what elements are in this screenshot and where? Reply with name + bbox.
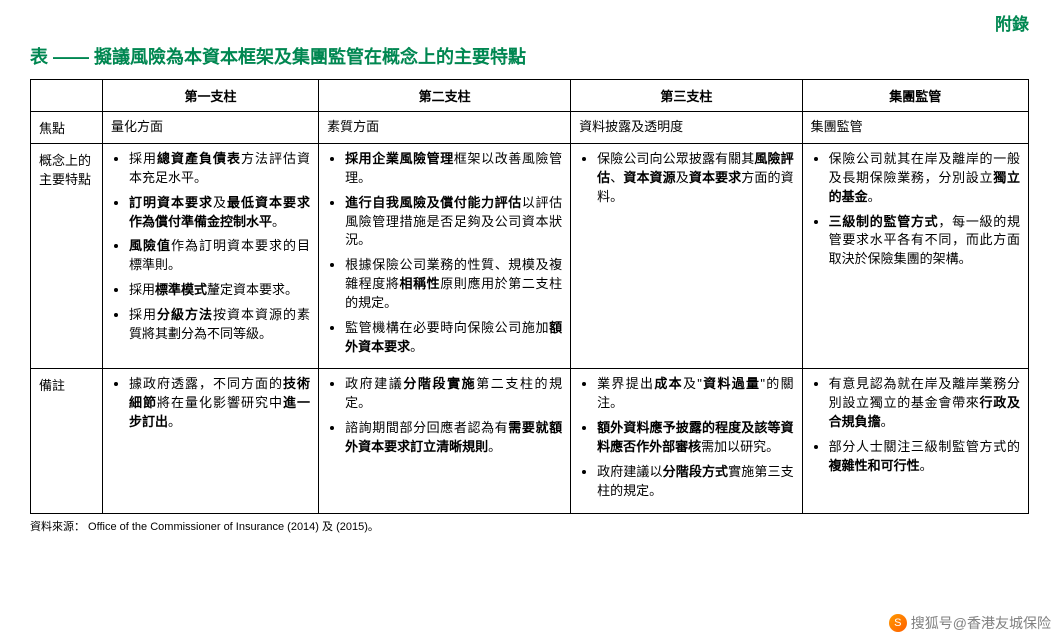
focus-c4: 集團監管: [802, 112, 1028, 144]
focus-c2: 素質方面: [319, 112, 571, 144]
list-item: 部分人士關注三級制監管方式的複雜性和可行性。: [829, 438, 1020, 476]
sohu-icon: S: [889, 614, 907, 632]
notes-c2: 政府建議分階段實施第二支柱的規定。諮詢期間部分回應者認為有需要就額外資本要求訂立…: [319, 369, 571, 513]
concept-row: 概念上的主要特點 採用總資產負債表方法評估資本充足水平。訂明資本要求及最低資本要…: [31, 144, 1029, 369]
notes-row: 備註 據政府透露，不同方面的技術細節將在量化影響研究中進一步訂出。 政府建議分階…: [31, 369, 1029, 513]
concept-c4: 保險公司就其在岸及離岸的一般及長期保險業務，分別設立獨立的基金。三級制的監管方式…: [802, 144, 1028, 369]
list-item: 保險公司就其在岸及離岸的一般及長期保險業務，分別設立獨立的基金。: [829, 150, 1020, 207]
notes-c3: 業界提出成本及"資料過量"的關注。額外資料應予披露的程度及該等資料應否作外部審核…: [571, 369, 802, 513]
concept-c1: 採用總資產負債表方法評估資本充足水平。訂明資本要求及最低資本要求作為償付準備金控…: [103, 144, 319, 369]
list-item: 根據保險公司業務的性質、規模及複雜程度將相稱性原則應用於第二支柱的規定。: [345, 256, 562, 313]
header-col1: 第一支柱: [103, 80, 319, 112]
page-title: 表 —— 擬議風險為本資本框架及集團監管在概念上的主要特點: [30, 43, 1029, 69]
list-item: 政府建議以分階段方式實施第三支柱的規定。: [597, 463, 793, 501]
list-item: 進行自我風險及償付能力評估以評估風險管理措施是否足夠及公司資本狀況。: [345, 194, 562, 251]
list-item: 政府建議分階段實施第二支柱的規定。: [345, 375, 562, 413]
list-item: 採用分級方法按資本資源的素質將其劃分為不同等級。: [129, 306, 310, 344]
notes-c4: 有意見認為就在岸及離岸業務分別設立獨立的基金會帶來行政及合規負擔。部分人士關注三…: [802, 369, 1028, 513]
header-col4: 集團監管: [802, 80, 1028, 112]
main-table: 第一支柱 第二支柱 第三支柱 集團監管 焦點 量化方面 素質方面 資料披露及透明…: [30, 79, 1029, 514]
list-item: 採用標準模式釐定資本要求。: [129, 281, 310, 300]
list-item: 監管機構在必要時向保險公司施加額外資本要求。: [345, 319, 562, 357]
list-item: 採用企業風險管理框架以改善風險管理。: [345, 150, 562, 188]
focus-c1: 量化方面: [103, 112, 319, 144]
header-row: 第一支柱 第二支柱 第三支柱 集團監管: [31, 80, 1029, 112]
list-item: 據政府透露，不同方面的技術細節將在量化影響研究中進一步訂出。: [129, 375, 310, 432]
list-item: 三級制的監管方式，每一級的規管要求水平各有不同，而此方面取決於保險集團的架構。: [829, 213, 1020, 270]
list-item: 風險值作為訂明資本要求的目標準則。: [129, 237, 310, 275]
focus-label: 焦點: [31, 112, 103, 144]
concept-c3: 保險公司向公眾披露有關其風險評估、資本資源及資本要求方面的資料。: [571, 144, 802, 369]
watermark: S 搜狐号@香港友城保险: [889, 613, 1051, 633]
list-item: 業界提出成本及"資料過量"的關注。: [597, 375, 793, 413]
focus-row: 焦點 量化方面 素質方面 資料披露及透明度 集團監管: [31, 112, 1029, 144]
watermark-text: 搜狐号@香港友城保险: [911, 613, 1051, 633]
notes-c1: 據政府透露，不同方面的技術細節將在量化影響研究中進一步訂出。: [103, 369, 319, 513]
source-text: 資料來源： Office of the Commissioner of Insu…: [30, 518, 1029, 534]
list-item: 有意見認為就在岸及離岸業務分別設立獨立的基金會帶來行政及合規負擔。: [829, 375, 1020, 432]
list-item: 保險公司向公眾披露有關其風險評估、資本資源及資本要求方面的資料。: [597, 150, 793, 207]
header-col3: 第三支柱: [571, 80, 802, 112]
header-col2: 第二支柱: [319, 80, 571, 112]
concept-c2: 採用企業風險管理框架以改善風險管理。進行自我風險及償付能力評估以評估風險管理措施…: [319, 144, 571, 369]
notes-label: 備註: [31, 369, 103, 513]
focus-c3: 資料披露及透明度: [571, 112, 802, 144]
concept-label: 概念上的主要特點: [31, 144, 103, 369]
list-item: 採用總資產負債表方法評估資本充足水平。: [129, 150, 310, 188]
list-item: 諮詢期間部分回應者認為有需要就額外資本要求訂立清晰規則。: [345, 419, 562, 457]
appendix-label: 附錄: [30, 10, 1029, 35]
list-item: 訂明資本要求及最低資本要求作為償付準備金控制水平。: [129, 194, 310, 232]
list-item: 額外資料應予披露的程度及該等資料應否作外部審核需加以研究。: [597, 419, 793, 457]
header-blank: [31, 80, 103, 112]
